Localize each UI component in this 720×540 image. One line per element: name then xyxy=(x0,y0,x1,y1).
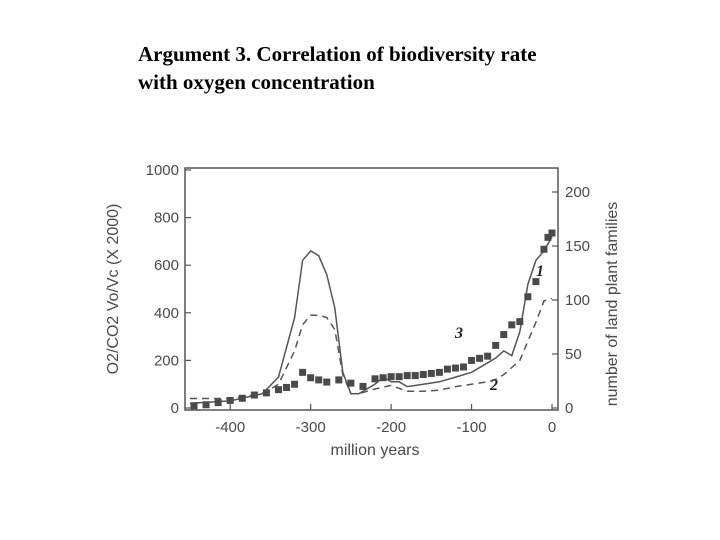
series-3-point xyxy=(371,375,379,383)
series-3-point xyxy=(347,379,355,387)
series-3-point xyxy=(238,394,246,402)
series-3-point xyxy=(524,293,532,301)
series-3-point xyxy=(214,399,222,407)
series-3-point xyxy=(250,391,258,399)
y-right-tick-label: 0 xyxy=(565,400,573,417)
series-3-point xyxy=(379,374,387,382)
y-left-tick-label: 600 xyxy=(154,257,179,274)
x-tick-label: -400 xyxy=(215,419,245,436)
series-2-line xyxy=(190,297,553,400)
series-3-point xyxy=(508,321,516,329)
series-3-point xyxy=(532,278,540,286)
series-3-point xyxy=(492,341,500,349)
series-3-point xyxy=(335,376,343,384)
series-3-point xyxy=(323,378,331,386)
series-3-point xyxy=(460,363,468,371)
series-3-point xyxy=(315,376,323,384)
y-right-tick-label: 200 xyxy=(565,184,590,201)
y-left-tick-label: 200 xyxy=(154,352,179,369)
series-3-point xyxy=(202,401,210,409)
series-label-2: 2 xyxy=(489,377,498,394)
series-3-point xyxy=(476,354,484,362)
series-3-point xyxy=(548,229,556,237)
y-left-tick-label: 800 xyxy=(154,210,179,227)
series-3-point xyxy=(299,368,307,376)
series-3-point xyxy=(190,402,198,410)
series-label-1: 1 xyxy=(536,263,544,280)
series-3-point xyxy=(359,382,367,390)
x-tick-label: -200 xyxy=(376,419,406,436)
series-3-point xyxy=(451,364,459,372)
y-left-tick-label: 400 xyxy=(154,305,179,322)
series-3-point xyxy=(291,380,299,388)
series-3-point xyxy=(395,373,403,381)
series-3-point xyxy=(500,331,508,339)
series-3-point xyxy=(484,352,492,360)
slide-title: Argument 3. Correlation of biodiversity … xyxy=(138,40,698,96)
series-3-point xyxy=(262,389,270,397)
series-3-point xyxy=(403,372,411,380)
series-3-point xyxy=(435,368,443,376)
series-3-point xyxy=(411,372,419,380)
series-3-point xyxy=(283,383,291,391)
y-right-tick-label: 100 xyxy=(565,292,590,309)
series-1-line xyxy=(189,236,553,404)
slide-title-line-1: Argument 3. Correlation of biodiversity … xyxy=(138,42,537,66)
x-tick-label: -100 xyxy=(457,419,487,436)
y-axis-right-title: number of land plant families xyxy=(604,202,621,407)
y-left-tick-label: 1000 xyxy=(146,162,179,179)
series-3-point xyxy=(516,318,524,326)
y-right-tick-label: 50 xyxy=(565,346,582,363)
series-3-point xyxy=(307,374,315,382)
x-axis-title: million years xyxy=(331,442,420,459)
series-3-point xyxy=(387,373,395,381)
series-3-point xyxy=(544,233,552,241)
x-tick-label: 0 xyxy=(548,419,556,436)
series-3-point xyxy=(419,371,427,379)
series-3-point xyxy=(274,386,282,394)
series-3-point xyxy=(427,369,435,377)
x-tick-label: -300 xyxy=(296,419,326,436)
y-axis-left-title: O2/CO2 Vo/Vc (X 2000) xyxy=(105,204,122,375)
plot-frame xyxy=(184,167,559,411)
series-3-point xyxy=(226,396,234,404)
y-left-tick-label: 0 xyxy=(171,400,179,417)
slide-title-line-2: with oxygen concentration xyxy=(138,70,375,94)
y-right-tick-label: 150 xyxy=(565,238,590,255)
series-3-point xyxy=(540,245,548,253)
series-3-point xyxy=(468,356,476,364)
series-label-3: 3 xyxy=(454,325,463,342)
series-3-point xyxy=(443,365,451,373)
